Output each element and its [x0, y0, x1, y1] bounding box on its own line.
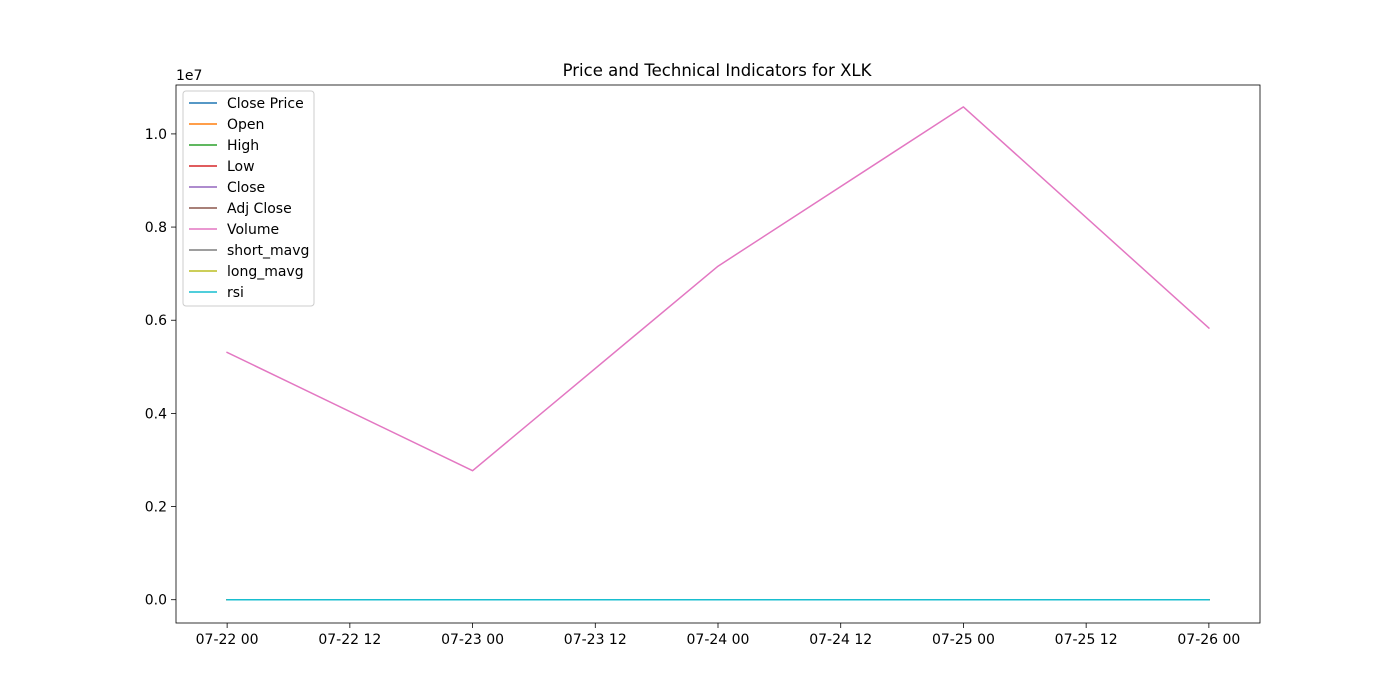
y-tick-label: 0.4 [145, 406, 167, 422]
x-tick-label: 07-23 00 [441, 632, 504, 648]
x-tick-label: 07-26 00 [1177, 632, 1240, 648]
x-tick-label: 07-25 00 [932, 632, 995, 648]
legend-label-adj-close: Adj Close [227, 201, 292, 217]
x-tick-label: 07-24 12 [809, 632, 872, 648]
x-tick-label: 07-23 12 [564, 632, 627, 648]
legend-label-long-mavg: long_mavg [227, 264, 304, 280]
y-tick-label: 0.6 [145, 313, 167, 329]
legend-label-close: Close [227, 180, 265, 196]
x-tick-label: 07-22 00 [196, 632, 259, 648]
legend-label-high: High [227, 138, 259, 154]
chart-title: Price and Technical Indicators for XLK [563, 61, 873, 80]
y-tick-label: 1.0 [145, 127, 167, 143]
legend-label-open: Open [227, 117, 264, 133]
x-tick-label: 07-25 12 [1055, 632, 1118, 648]
legend-label-low: Low [227, 159, 255, 175]
y-tick-label: 0.2 [145, 500, 167, 516]
legend: Close Price Open High Low Close Adj Close Volu… [182, 90, 315, 307]
y-offset-label: 1e7 [176, 68, 202, 84]
legend-label-volume: Volume [227, 222, 279, 238]
y-tick-label: 0.0 [145, 593, 167, 609]
x-tick-label: 07-22 12 [318, 632, 381, 648]
series-layer [226, 106, 1210, 601]
x-tick-label: 07-24 00 [687, 632, 750, 648]
y-tick-label: 0.8 [145, 220, 167, 236]
legend-label-rsi: rsi [227, 285, 244, 301]
legend-label-short-mavg: short_mavg [227, 243, 309, 259]
series-line-volume [226, 106, 1210, 472]
axes-layer: 07-22 00 07-22 12 07-23 00 07-23 12 07-24 00… [145, 84, 1261, 648]
legend-label-close-price: Close Price [227, 96, 304, 112]
